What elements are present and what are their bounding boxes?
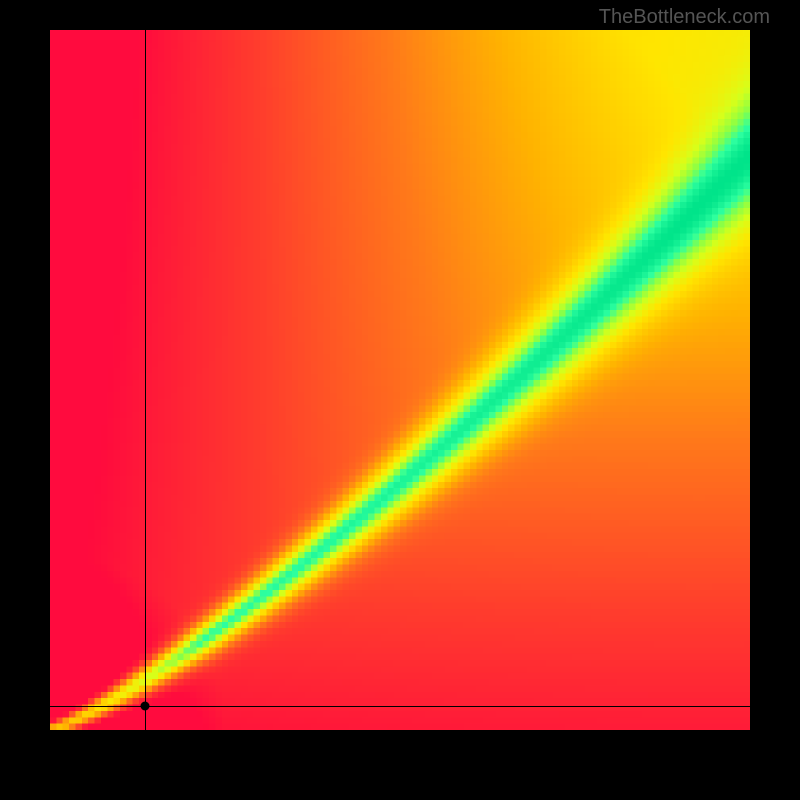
heatmap-canvas xyxy=(50,30,750,730)
crosshair-horizontal xyxy=(50,706,750,707)
crosshair-dot xyxy=(140,701,149,710)
watermark-text: TheBottleneck.com xyxy=(599,6,770,29)
heatmap-plot xyxy=(50,30,750,730)
crosshair-vertical xyxy=(145,30,146,730)
